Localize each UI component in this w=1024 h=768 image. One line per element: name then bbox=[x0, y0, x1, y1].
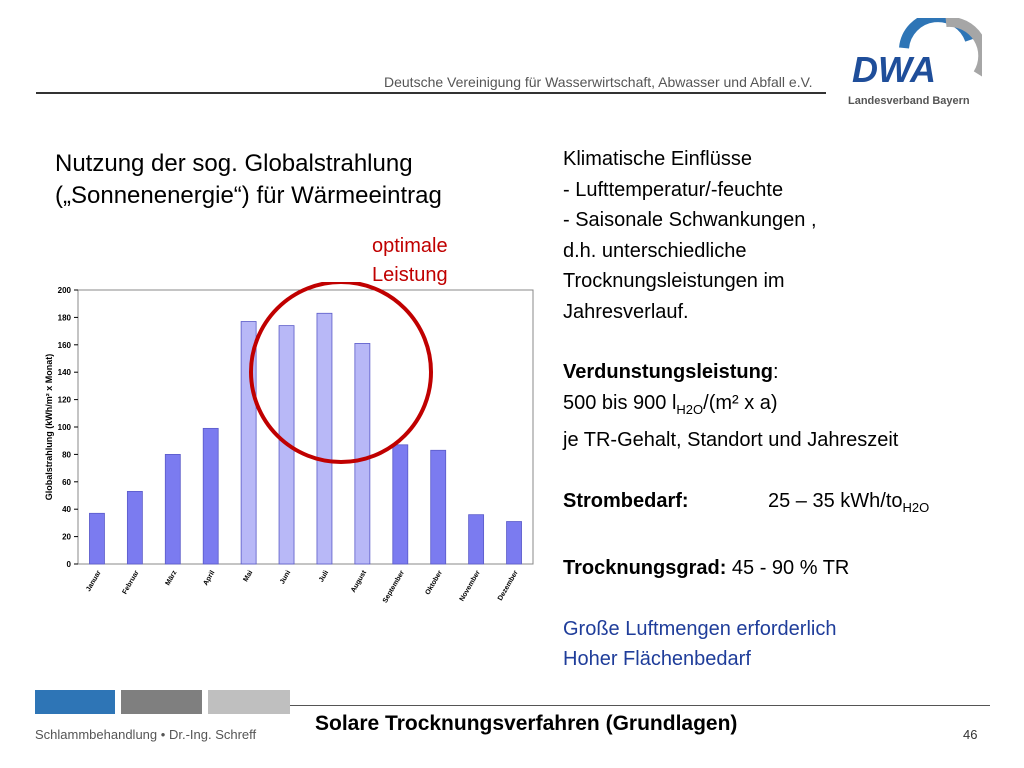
evaporation-value-sub: H2O bbox=[676, 401, 704, 417]
y-axis-label: Globalstrahlung (kWh/m² x Monat) bbox=[44, 354, 54, 501]
footer-block-lightgrey bbox=[208, 690, 290, 714]
chart-axes bbox=[74, 289, 534, 565]
logo-text: DWA bbox=[852, 49, 936, 90]
bar-januar bbox=[89, 512, 105, 565]
climate-item-temperature: - Lufttemperatur/-feuchte bbox=[563, 178, 784, 201]
y-tick-label: 40 bbox=[62, 505, 71, 514]
drying-degree: Trocknungsgrad: 45 - 90 % TR bbox=[563, 553, 1013, 584]
y-tick-label: 100 bbox=[58, 423, 72, 432]
x-tick-label: August bbox=[350, 569, 368, 594]
air-volume-note: Große Luftmengen erforderlich bbox=[563, 617, 837, 640]
footer-topic: Schlammbehandlung bbox=[35, 727, 158, 742]
bar-september bbox=[392, 444, 409, 565]
power-demand-label: Strombedarf: bbox=[563, 489, 689, 512]
optimal-highlight-circle bbox=[249, 282, 433, 464]
page-title-line1: Nutzung der sog. Globalstrahlung bbox=[55, 150, 413, 177]
x-tick-label: November bbox=[459, 569, 482, 602]
organization-name: Deutsche Vereinigung für Wasserwirtschaf… bbox=[384, 74, 813, 90]
x-tick-label: Oktober bbox=[424, 569, 444, 596]
x-tick-label: Juli bbox=[318, 569, 330, 583]
x-tick-label: Januar bbox=[85, 569, 103, 593]
climate-text-1: d.h. unterschiedliche bbox=[563, 239, 747, 262]
y-tick-label: 180 bbox=[58, 313, 72, 322]
bar-november bbox=[468, 514, 485, 565]
footer-block-blue bbox=[35, 690, 115, 714]
optimal-line2: Leistung bbox=[372, 264, 448, 286]
evaporation-value-a: 500 bis 900 l bbox=[563, 391, 677, 414]
footer-title: Solare Trocknungsverfahren (Grundlagen) bbox=[315, 712, 738, 735]
footer-author: Schlammbehandlung • Dr.-Ing. Schreff bbox=[35, 727, 256, 742]
footer-separator: • bbox=[160, 727, 166, 742]
climate-text-3: Jahresverlauf. bbox=[563, 300, 689, 323]
y-tick-label: 120 bbox=[58, 396, 72, 405]
solar-radiation-chart: 0 20 40 60 80 100 120 140 160 180 200 Globalstrahlu… bbox=[44, 282, 534, 604]
chart-bars bbox=[89, 312, 522, 565]
evaporation-value: 500 bis 900 lH2O/(m² x a) bbox=[563, 388, 1013, 426]
bar-dezember bbox=[506, 521, 522, 565]
climate-heading: Klimatische Einflüsse bbox=[563, 148, 752, 170]
drying-degree-label: Trocknungsgrad: bbox=[563, 557, 727, 579]
x-tick-label: Februar bbox=[122, 569, 141, 595]
y-tick-label: 200 bbox=[58, 286, 72, 295]
drying-degree-value: 45 - 90 % TR bbox=[726, 557, 850, 579]
footer-block-grey bbox=[121, 690, 202, 714]
info-panel: Klimatische Einflüsse - Lufttemperatur/-… bbox=[563, 144, 1013, 675]
evaporation-label: Verdunstungsleistung bbox=[563, 361, 774, 383]
bar-februar bbox=[126, 490, 143, 565]
bar-märz bbox=[164, 453, 181, 565]
x-tick-label: Mai bbox=[242, 569, 254, 583]
evaporation-note: je TR-Gehalt, Standort und Jahreszeit bbox=[563, 429, 899, 451]
footer-divider bbox=[290, 705, 990, 706]
plot-area bbox=[77, 289, 534, 565]
evaporation-heading: Verdunstungsleistung: bbox=[563, 357, 1013, 388]
power-demand: Strombedarf: 25 – 35 kWh/toH2O bbox=[563, 486, 1013, 524]
bar-august bbox=[354, 343, 371, 565]
x-tick-label: September bbox=[382, 569, 406, 604]
logo-subtext: Landesverband Bayern bbox=[848, 95, 970, 107]
x-tick-label: März bbox=[164, 569, 178, 587]
evaporation-colon: : bbox=[773, 361, 779, 383]
climate-item-seasonal: - Saisonale Schwankungen , bbox=[563, 209, 817, 231]
y-tick-label: 160 bbox=[58, 341, 72, 350]
power-demand-value: 25 – 35 kWh/to bbox=[768, 489, 903, 512]
header-divider bbox=[36, 92, 826, 94]
y-tick-label: 140 bbox=[58, 368, 72, 377]
y-tick-label: 60 bbox=[62, 478, 71, 487]
y-tick-label: 20 bbox=[62, 533, 71, 542]
area-demand-note: Hoher Flächenbedarf bbox=[563, 648, 751, 670]
power-demand-sub: H2O bbox=[902, 499, 930, 515]
bar-april bbox=[202, 427, 219, 565]
dwa-logo: DWA Landesverband Bayern bbox=[848, 18, 982, 107]
optimal-line1: optimale bbox=[372, 235, 448, 257]
bar-oktober bbox=[430, 449, 447, 565]
page-title-line2: („Sonnenenergie“) für Wärmeeintrag bbox=[55, 182, 442, 209]
logo-arc-grey bbox=[945, 18, 982, 77]
x-tick-label: Dezember bbox=[497, 569, 520, 602]
x-tick-label: Juni bbox=[279, 569, 292, 585]
page-number: 46 bbox=[963, 727, 978, 742]
footer-author-name: Dr.-Ing. Schreff bbox=[168, 727, 257, 742]
y-tick-label: 80 bbox=[62, 450, 71, 459]
bar-juli bbox=[316, 312, 333, 565]
x-tick-label: April bbox=[202, 569, 216, 586]
y-tick-label: 0 bbox=[67, 560, 72, 569]
climate-text-2: Trocknungsleistungen im bbox=[563, 270, 785, 292]
page-title: Nutzung der sog. Globalstrahlung („Sonne… bbox=[55, 148, 442, 212]
optimal-performance-label: optimale Leistung bbox=[372, 232, 448, 290]
evaporation-value-b: /(m² x a) bbox=[703, 391, 778, 414]
